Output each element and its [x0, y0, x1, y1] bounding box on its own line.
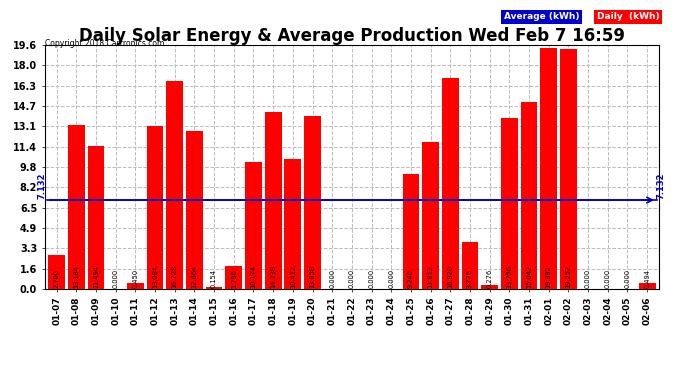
Text: Daily  (kWh): Daily (kWh) — [597, 12, 660, 21]
Text: 2.700: 2.700 — [54, 269, 59, 288]
Text: 16.920: 16.920 — [447, 265, 453, 288]
Text: 10.174: 10.174 — [250, 265, 257, 288]
Text: 0.000: 0.000 — [349, 269, 355, 288]
Text: 0.450: 0.450 — [132, 269, 139, 288]
Text: 0.000: 0.000 — [329, 269, 335, 288]
Bar — [166, 81, 183, 289]
Text: 7.132: 7.132 — [657, 172, 666, 199]
Bar — [147, 126, 164, 289]
Text: Average (kWh): Average (kWh) — [504, 12, 579, 21]
Bar — [127, 283, 144, 289]
Bar — [540, 48, 557, 289]
Bar — [88, 146, 104, 289]
Text: 0.000: 0.000 — [585, 269, 591, 288]
Text: 0.000: 0.000 — [604, 269, 611, 288]
Bar — [48, 255, 65, 289]
Text: 0.000: 0.000 — [624, 269, 631, 288]
Text: 1.796: 1.796 — [230, 269, 237, 288]
Bar — [206, 287, 222, 289]
Bar — [639, 283, 656, 289]
Text: 10.412: 10.412 — [290, 265, 296, 288]
Bar — [482, 285, 498, 289]
Bar — [226, 266, 242, 289]
Text: 13.756: 13.756 — [506, 265, 513, 288]
Bar — [265, 112, 282, 289]
Bar — [186, 131, 203, 289]
Bar — [462, 242, 478, 289]
Title: Daily Solar Energy & Average Production Wed Feb 7 16:59: Daily Solar Energy & Average Production … — [79, 27, 625, 45]
Text: 11.494: 11.494 — [93, 265, 99, 288]
Text: 14.238: 14.238 — [270, 265, 276, 288]
Text: 9.240: 9.240 — [408, 269, 414, 288]
Text: 19.392: 19.392 — [546, 265, 552, 288]
Text: 3.776: 3.776 — [467, 269, 473, 288]
Bar — [68, 125, 85, 289]
Bar — [560, 50, 577, 289]
Bar — [422, 142, 439, 289]
Text: 7.132: 7.132 — [38, 172, 47, 199]
Bar — [304, 116, 321, 289]
Bar — [442, 78, 459, 289]
Bar — [284, 159, 302, 289]
Text: 11.812: 11.812 — [428, 265, 433, 288]
Bar — [521, 102, 538, 289]
Text: Copyright 2018 Cartronics.com: Copyright 2018 Cartronics.com — [45, 39, 164, 48]
Text: 0.000: 0.000 — [388, 269, 394, 288]
Text: 12.664: 12.664 — [191, 265, 197, 288]
Text: 13.184: 13.184 — [73, 265, 79, 288]
Text: 15.042: 15.042 — [526, 265, 532, 288]
Bar — [402, 174, 420, 289]
Bar — [501, 118, 518, 289]
Text: 0.276: 0.276 — [486, 269, 493, 288]
Text: 16.728: 16.728 — [172, 265, 178, 288]
Text: 0.000: 0.000 — [112, 269, 119, 288]
Text: 13.084: 13.084 — [152, 265, 158, 288]
Text: 0.494: 0.494 — [644, 269, 650, 288]
Text: 0.154: 0.154 — [211, 269, 217, 288]
Text: 13.858: 13.858 — [310, 265, 315, 288]
Text: 0.000: 0.000 — [368, 269, 375, 288]
Text: 19.252: 19.252 — [565, 265, 571, 288]
Bar — [245, 162, 262, 289]
